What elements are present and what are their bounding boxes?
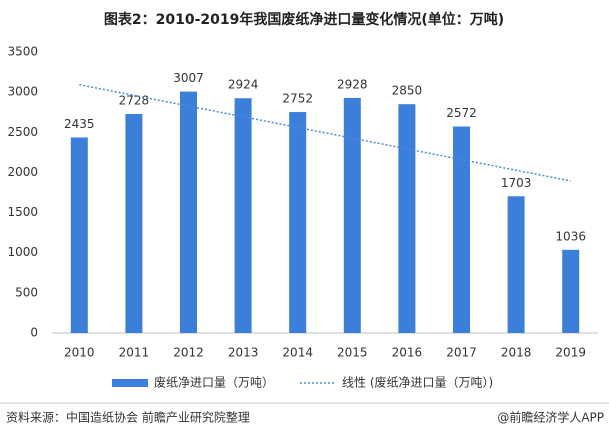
data-label: 2572 <box>446 106 477 120</box>
x-tick-label: 2018 <box>501 346 532 360</box>
bar <box>234 98 252 333</box>
credit: @前瞻经济学人APP <box>497 410 604 425</box>
bar <box>507 196 525 333</box>
legend-label: 废纸净进口量（万吨） <box>154 375 274 390</box>
y-tick-label: 0 <box>30 326 38 340</box>
data-label: 2728 <box>119 93 150 107</box>
data-label: 2435 <box>64 117 95 131</box>
data-label: 1036 <box>555 229 586 243</box>
x-tick-label: 2011 <box>119 346 150 360</box>
bar <box>125 113 143 334</box>
y-tick-label: 2000 <box>7 165 38 179</box>
x-tick-label: 2017 <box>446 346 477 360</box>
bar <box>562 249 580 333</box>
legend-label: 线性 (废纸净进口量（万吨）) <box>342 375 493 390</box>
y-tick-label: 3500 <box>7 45 38 59</box>
trend-line <box>79 83 571 182</box>
x-tick-label: 2015 <box>337 346 368 360</box>
bar <box>180 91 197 333</box>
data-label: 2924 <box>228 78 259 92</box>
data-label: 2928 <box>337 77 368 91</box>
bar <box>398 104 416 333</box>
bar <box>453 126 470 333</box>
source: 资料来源：中国造纸协会 前瞻产业研究院整理 <box>6 410 250 425</box>
x-tick-label: 2012 <box>173 346 204 360</box>
y-tick-label: 2500 <box>7 125 38 139</box>
bar <box>289 112 307 333</box>
data-label: 3007 <box>173 71 204 85</box>
data-label: 1703 <box>501 176 532 190</box>
y-tick-label: 3000 <box>7 85 38 99</box>
x-tick-label: 2019 <box>555 346 586 360</box>
x-tick-label: 2013 <box>228 346 259 360</box>
data-label: 2752 <box>282 92 313 106</box>
legend-swatch <box>112 379 148 387</box>
y-tick-label: 1500 <box>7 205 38 219</box>
y-tick-label: 500 <box>15 285 38 299</box>
bar <box>343 97 361 333</box>
x-tick-label: 2016 <box>392 346 423 360</box>
chart-title: 图表2：2010-2019年我国废纸净进口量变化情况(单位：万吨) <box>104 11 504 28</box>
data-label: 2850 <box>392 84 423 98</box>
x-tick-label: 2010 <box>64 346 95 360</box>
x-tick-label: 2014 <box>282 346 313 360</box>
y-tick-label: 1000 <box>7 245 38 259</box>
bar <box>70 137 88 333</box>
